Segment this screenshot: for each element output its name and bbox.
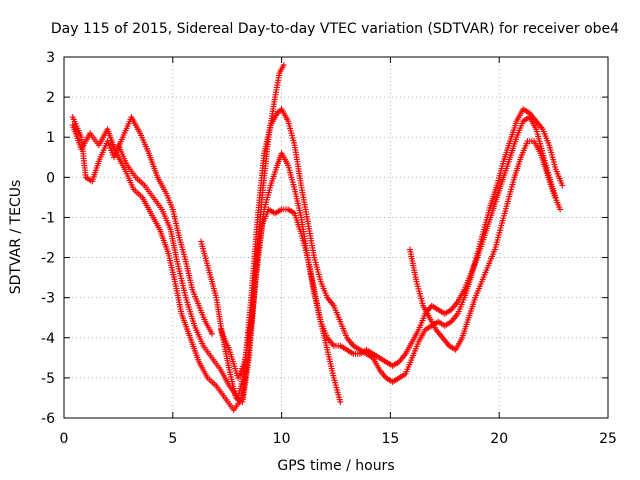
- x-tick-label: 5: [168, 431, 177, 447]
- chart-title: Day 115 of 2015, Sidereal Day-to-day VTE…: [51, 21, 619, 37]
- y-tick-label: -5: [41, 371, 55, 387]
- x-tick-label: 15: [381, 431, 399, 447]
- data-point: [280, 62, 287, 69]
- y-tick-label: 0: [46, 170, 55, 186]
- data-point: [557, 206, 564, 213]
- y-axis-title: SDTVAR / TECUs: [8, 180, 24, 295]
- data-point: [559, 182, 566, 189]
- y-tick-label: -2: [41, 251, 55, 267]
- x-tick-label: 25: [599, 431, 617, 447]
- x-axis-title: GPS time / hours: [277, 458, 394, 474]
- y-tick-label: -4: [41, 331, 55, 347]
- y-tick-label: 1: [46, 130, 55, 146]
- y-tick-label: -3: [41, 291, 55, 307]
- data-points: [69, 62, 566, 413]
- x-tick-label: 20: [490, 431, 508, 447]
- y-tick-label: 2: [46, 90, 55, 106]
- x-tick-label: 0: [60, 431, 69, 447]
- axis-ticks: 0 5 10 15 20 25 -6 -5 -4 -3 -2 -1 0 1 2 3: [41, 50, 617, 447]
- y-tick-label: -1: [41, 210, 55, 226]
- plot-frame: [63, 56, 609, 419]
- y-tick-label: -6: [41, 411, 55, 427]
- x-tick-label: 10: [273, 431, 291, 447]
- data-point: [208, 330, 215, 337]
- y-tick-label: 3: [46, 50, 55, 66]
- data-point: [337, 398, 344, 405]
